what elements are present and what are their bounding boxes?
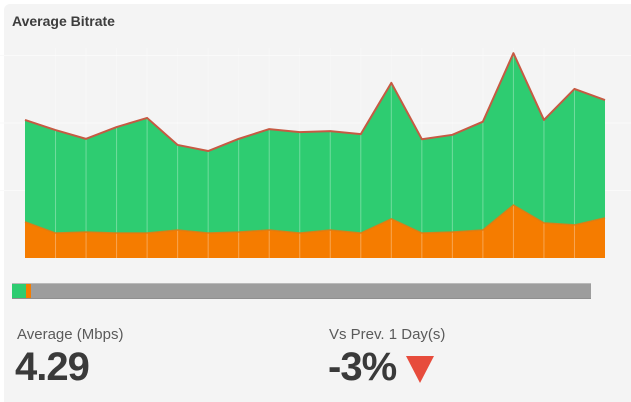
- scrollbar-thumb-segment-1[interactable]: [12, 284, 26, 298]
- down-arrow-icon: [406, 356, 435, 383]
- average-value: 4.29: [15, 345, 90, 389]
- average-label: Average (Mbps): [17, 326, 124, 343]
- total-bitrate-line: [24, 52, 606, 153]
- change-label: Vs Prev. 1 Day(s): [329, 326, 446, 343]
- upper-area-fill: [25, 53, 605, 234]
- change-value: -3%: [328, 345, 397, 389]
- widget-title: Average Bitrate: [12, 13, 115, 29]
- change-row: -3%: [328, 345, 435, 389]
- scrollbar-thumb-segment-2[interactable]: [26, 284, 31, 298]
- lower-band-line: [24, 204, 606, 234]
- chart-scrollbar-track[interactable]: [12, 283, 591, 299]
- bitrate-area-chart[interactable]: [0, 0, 631, 275]
